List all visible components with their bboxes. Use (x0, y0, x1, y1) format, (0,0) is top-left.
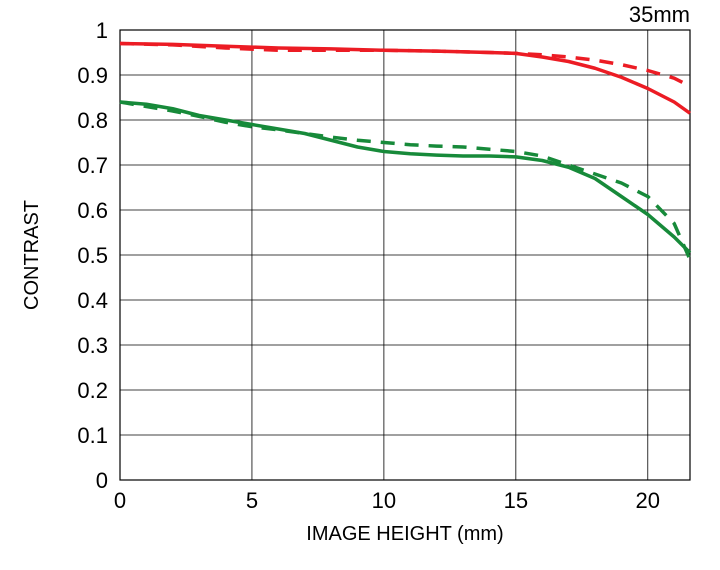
x-tick-label: 10 (372, 488, 396, 513)
y-tick-label: 1 (96, 18, 108, 43)
x-tick-label: 5 (246, 488, 258, 513)
y-tick-label: 0.1 (77, 423, 108, 448)
x-tick-label: 15 (504, 488, 528, 513)
x-axis-label: IMAGE HEIGHT (mm) (306, 523, 503, 545)
chart-annotation: 35mm (629, 2, 690, 27)
y-tick-label: 0.2 (77, 378, 108, 403)
y-tick-label: 0.3 (77, 333, 108, 358)
chart-bg (0, 0, 720, 570)
y-tick-label: 0.4 (77, 288, 108, 313)
y-tick-label: 0.7 (77, 153, 108, 178)
x-tick-label: 0 (114, 488, 126, 513)
x-tick-label: 20 (636, 488, 660, 513)
mtf-chart: 0 5 10 15 20 0 0.1 0.2 0.3 0.4 0.5 0.6 0.7 0.8 0.9 1 IMA… (0, 0, 720, 570)
y-axis-label: CONTRAST (21, 200, 43, 310)
chart-svg: 0 5 10 15 20 0 0.1 0.2 0.3 0.4 0.5 0.6 0.7 0.8 0.9 1 IMA… (0, 0, 720, 570)
y-tick-label: 0.9 (77, 63, 108, 88)
y-tick-label: 0.5 (77, 243, 108, 268)
y-tick-label: 0.8 (77, 108, 108, 133)
y-tick-label: 0.6 (77, 198, 108, 223)
y-tick-label: 0 (96, 468, 108, 493)
